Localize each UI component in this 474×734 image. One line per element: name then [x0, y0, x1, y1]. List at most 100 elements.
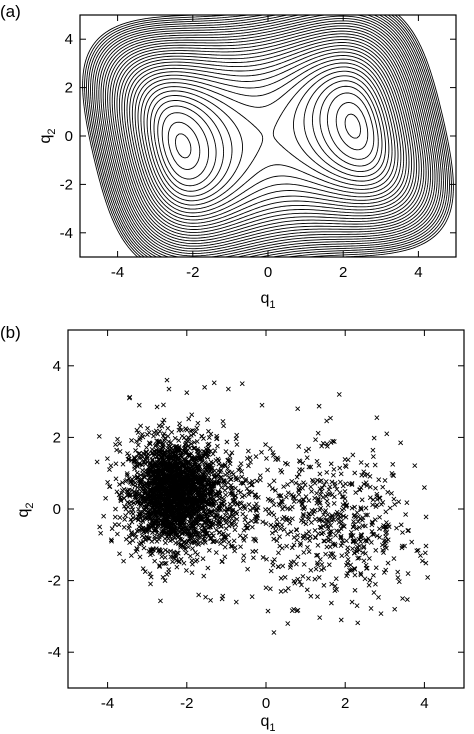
scatter-point — [328, 461, 334, 467]
scatter-point — [236, 467, 241, 473]
scatter-point — [230, 514, 236, 519]
scatter-point — [179, 518, 185, 524]
scatter-point — [114, 489, 120, 495]
scatter-point — [180, 482, 186, 487]
scatter-point — [361, 469, 367, 475]
scatter-point — [162, 536, 168, 542]
scatter-point — [306, 511, 312, 517]
panel-b-scatter-points — [94, 377, 431, 635]
scatter-point — [332, 541, 338, 547]
x-tick-label: -4 — [101, 695, 114, 712]
scatter-point — [182, 529, 188, 535]
scatter-point — [306, 549, 312, 555]
scatter-point — [348, 532, 354, 538]
scatter-point — [278, 526, 284, 532]
scatter-point — [392, 501, 398, 507]
scatter-point — [165, 508, 170, 514]
scatter-point — [249, 594, 255, 600]
x-tick-label: 4 — [414, 264, 422, 281]
scatter-point — [165, 465, 171, 471]
scatter-point — [195, 552, 200, 557]
scatter-point — [181, 491, 187, 497]
scatter-point — [161, 474, 167, 479]
scatter-point — [308, 567, 314, 573]
scatter-point — [134, 438, 139, 444]
scatter-point — [253, 492, 259, 498]
scatter-point — [295, 406, 301, 412]
scatter-point — [357, 487, 363, 493]
scatter-point — [157, 563, 163, 568]
contour-line — [134, 55, 402, 217]
scatter-point — [269, 530, 275, 536]
scatter-point — [153, 451, 159, 457]
scatter-point — [394, 525, 399, 531]
scatter-point — [343, 481, 348, 487]
scatter-point — [257, 477, 263, 483]
scatter-point — [255, 513, 260, 518]
scatter-point — [125, 451, 130, 456]
scatter-point — [253, 494, 259, 500]
scatter-point — [192, 531, 197, 537]
scatter-point — [208, 491, 214, 496]
scatter-point — [219, 596, 225, 602]
scatter-point — [259, 402, 265, 408]
scatter-point — [343, 464, 349, 469]
scatter-point — [354, 603, 360, 609]
scatter-point — [159, 461, 165, 467]
scatter-point — [329, 479, 335, 485]
scatter-point — [370, 497, 376, 503]
scatter-point — [137, 510, 143, 515]
scatter-point — [367, 473, 373, 479]
scatter-point — [172, 435, 178, 441]
scatter-point — [202, 449, 208, 455]
scatter-point — [177, 421, 182, 427]
scatter-point — [176, 444, 182, 450]
scatter-point — [284, 543, 290, 549]
scatter-point — [141, 545, 147, 551]
scatter-point — [198, 498, 204, 504]
scatter-point — [231, 518, 237, 524]
scatter-point — [150, 456, 155, 462]
scatter-point — [421, 485, 427, 490]
scatter-point — [300, 516, 306, 522]
scatter-point — [225, 466, 231, 471]
scatter-point — [195, 481, 201, 487]
scatter-point — [109, 538, 114, 544]
scatter-point — [199, 533, 205, 539]
panel-b-x-axis-label-main: q — [260, 713, 269, 730]
scatter-point — [230, 508, 236, 514]
scatter-point — [230, 492, 235, 498]
scatter-point — [147, 441, 153, 447]
contour-line — [157, 85, 379, 187]
scatter-point — [129, 532, 135, 538]
scatter-point — [291, 542, 297, 548]
scatter-point — [169, 484, 175, 490]
scatter-point — [164, 534, 170, 540]
scatter-point — [214, 473, 220, 479]
scatter-point — [358, 507, 364, 512]
scatter-point — [196, 592, 202, 598]
scatter-point — [211, 380, 217, 386]
scatter-point — [140, 525, 146, 531]
scatter-point — [130, 538, 136, 543]
scatter-point — [178, 511, 184, 517]
scatter-point — [235, 476, 241, 482]
scatter-point — [341, 513, 346, 519]
scatter-point — [271, 536, 277, 542]
scatter-point — [336, 392, 342, 397]
scatter-point — [289, 478, 295, 484]
scatter-point — [367, 577, 373, 583]
scatter-point — [162, 511, 168, 517]
scatter-point — [364, 483, 370, 489]
scatter-point — [200, 514, 206, 520]
y-tick-label: -2 — [48, 573, 61, 590]
scatter-point — [113, 461, 119, 467]
scatter-point — [152, 480, 158, 486]
scatter-point — [220, 593, 226, 599]
scatter-point — [191, 455, 197, 461]
scatter-point — [338, 535, 344, 541]
scatter-point — [94, 459, 100, 465]
contour-line — [88, 15, 448, 257]
scatter-point — [231, 538, 237, 544]
scatter-point — [372, 462, 378, 468]
